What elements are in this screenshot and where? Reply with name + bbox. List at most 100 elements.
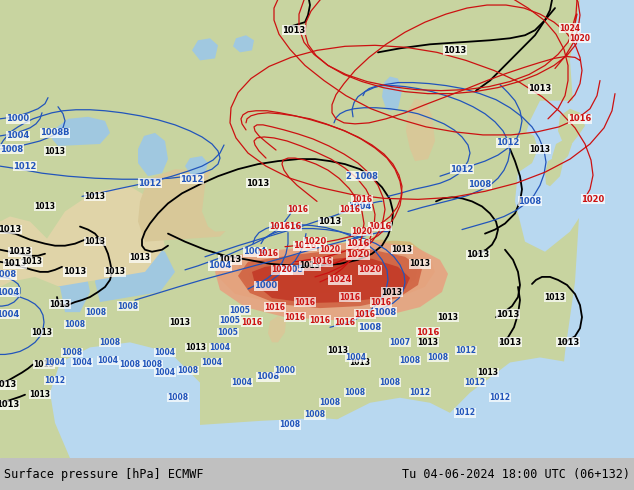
Text: 1008: 1008 [304,410,326,419]
Text: 1008: 1008 [469,180,491,189]
Text: 1008: 1008 [427,353,449,362]
Polygon shape [138,133,168,176]
Text: 1004: 1004 [243,247,267,256]
Text: 1016: 1016 [269,222,290,231]
Text: 1016: 1016 [309,316,330,325]
Text: 1012: 1012 [13,162,37,171]
Text: 1016: 1016 [287,205,309,214]
Text: 1005: 1005 [217,328,238,337]
Text: 1013: 1013 [437,313,458,321]
Text: 1000: 1000 [275,366,295,375]
Polygon shape [552,139,572,166]
Text: 1008: 1008 [519,197,541,206]
Text: 1013: 1013 [498,338,522,347]
Polygon shape [95,242,175,302]
Text: 1008: 1008 [379,378,401,387]
Text: 1013: 1013 [282,25,306,35]
Text: 1008: 1008 [0,270,16,279]
Text: Surface pressure [hPa] ECMWF: Surface pressure [hPa] ECMWF [4,467,204,481]
Text: 1013: 1013 [49,299,70,309]
Text: 1016: 1016 [368,222,392,231]
Text: 1012: 1012 [489,393,510,402]
Text: 1020: 1020 [351,227,373,236]
Text: 1000: 1000 [6,114,30,123]
Polygon shape [0,0,634,161]
Text: 1013: 1013 [169,318,190,327]
Text: 1004: 1004 [348,202,372,211]
Text: 1004: 1004 [0,310,20,318]
Text: Tu 04-06-2024 18:00 UTC (06+132): Tu 04-06-2024 18:00 UTC (06+132) [402,467,630,481]
Text: 1007: 1007 [389,338,411,347]
Polygon shape [192,38,218,60]
Text: 1013: 1013 [34,360,55,369]
Text: 1012: 1012 [410,388,430,397]
Text: 1004: 1004 [72,358,93,367]
Polygon shape [130,418,420,458]
Text: 1013: 1013 [299,261,321,270]
Polygon shape [238,250,422,308]
Text: 1008: 1008 [1,145,23,153]
Text: 1016: 1016 [339,205,361,214]
Text: 1020: 1020 [358,266,382,274]
Polygon shape [406,98,435,161]
Text: 1016: 1016 [370,297,392,307]
Text: 1005: 1005 [280,266,304,274]
Polygon shape [218,240,435,304]
Polygon shape [202,143,282,232]
Polygon shape [233,35,254,52]
Text: 1024: 1024 [559,24,581,33]
Text: 1016: 1016 [285,313,306,321]
Polygon shape [515,100,590,252]
Text: 1016: 1016 [351,195,373,204]
Text: 1008: 1008 [117,302,139,311]
Text: 1004: 1004 [231,378,252,387]
Text: 1013: 1013 [477,368,498,377]
Polygon shape [0,217,55,292]
Text: 1013: 1013 [418,338,439,347]
Text: 1013: 1013 [392,245,413,254]
Text: 1004: 1004 [209,261,231,270]
Text: 1004: 1004 [202,358,223,367]
Polygon shape [268,316,286,343]
Text: 1013: 1013 [318,217,342,226]
Text: 1008: 1008 [280,420,301,429]
Text: 1013: 1013 [557,338,579,347]
Text: 1013: 1013 [0,225,22,234]
Polygon shape [252,258,410,303]
Text: 1013: 1013 [382,288,403,296]
Text: 1005: 1005 [230,306,250,315]
Text: 1008: 1008 [61,348,82,357]
Polygon shape [558,109,585,146]
Text: 1008: 1008 [141,360,162,369]
Text: 1013: 1013 [247,179,269,188]
Text: 2 1008: 2 1008 [346,172,378,181]
Polygon shape [524,274,544,307]
Text: 1012: 1012 [180,175,204,184]
Polygon shape [138,169,240,242]
Text: 1008: 1008 [399,356,420,365]
Text: 1008: 1008 [65,320,86,329]
Text: 1020: 1020 [271,266,292,274]
Text: 1016: 1016 [354,310,375,318]
Text: 1016: 1016 [264,303,285,312]
Text: 1008: 1008 [167,393,188,402]
Text: 1013: 1013 [528,84,552,93]
Polygon shape [310,398,460,458]
Polygon shape [268,266,392,293]
Polygon shape [236,250,418,297]
Polygon shape [0,0,634,458]
Text: 1013: 1013 [0,400,20,409]
Text: 1024: 1024 [328,275,352,284]
Text: 1004: 1004 [346,353,366,362]
Text: 1004: 1004 [209,343,231,352]
Text: 1008: 1008 [119,360,141,369]
Text: 1016: 1016 [294,241,317,250]
Polygon shape [516,250,538,288]
Polygon shape [0,0,634,458]
Text: 1016: 1016 [335,318,356,327]
Text: 1020: 1020 [581,195,605,204]
Text: 1013: 1013 [496,310,520,318]
Text: 1013: 1013 [84,237,105,246]
Text: 1016: 1016 [278,222,302,231]
Text: 1004: 1004 [155,348,176,357]
